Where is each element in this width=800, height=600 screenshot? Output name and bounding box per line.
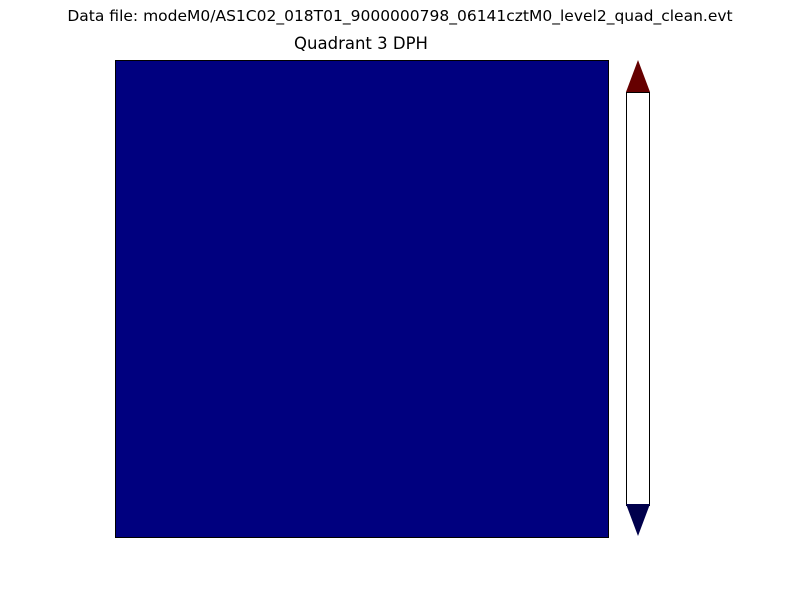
colorbar-gradient	[627, 93, 649, 505]
colorbar-over-arrow-icon	[626, 60, 650, 92]
page-title: Quadrant 3 DPH	[294, 34, 428, 53]
colorbar-under-arrow-icon	[626, 504, 650, 536]
colorbar	[626, 60, 650, 536]
heatmap-axes	[115, 60, 609, 538]
data-file-suptitle: Data file: modeM0/AS1C02_018T01_90000007…	[67, 7, 733, 25]
heatmap-image	[116, 61, 608, 537]
colorbar-body	[626, 92, 650, 506]
